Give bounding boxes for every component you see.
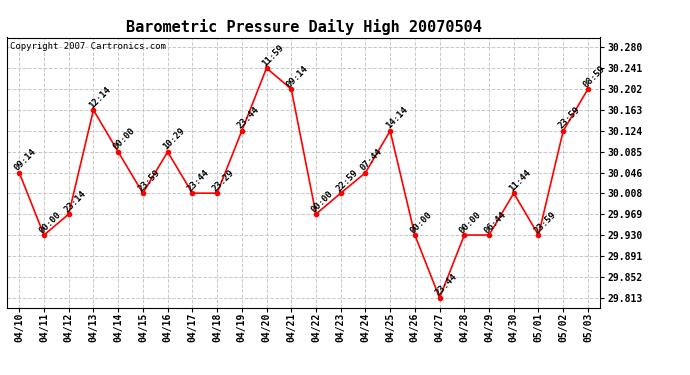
Text: 08:59: 08:59 xyxy=(582,64,607,89)
Text: 00:00: 00:00 xyxy=(38,210,63,235)
Text: 22:59: 22:59 xyxy=(335,168,359,193)
Text: 23:59: 23:59 xyxy=(137,168,162,193)
Text: 14:14: 14:14 xyxy=(384,105,409,131)
Text: 23:29: 23:29 xyxy=(210,168,236,193)
Text: 10:29: 10:29 xyxy=(161,126,186,152)
Text: 23:44: 23:44 xyxy=(433,273,459,298)
Text: 23:59: 23:59 xyxy=(532,210,558,235)
Text: 11:59: 11:59 xyxy=(260,43,286,68)
Text: 11:44: 11:44 xyxy=(507,168,533,193)
Text: 23:44: 23:44 xyxy=(235,105,261,131)
Text: 00:00: 00:00 xyxy=(408,210,434,235)
Text: 23:44: 23:44 xyxy=(186,168,211,193)
Text: 00:00: 00:00 xyxy=(310,189,335,214)
Text: 00:00: 00:00 xyxy=(458,210,483,235)
Text: 06:44: 06:44 xyxy=(483,210,508,235)
Text: 12:14: 12:14 xyxy=(87,85,112,110)
Text: 23:14: 23:14 xyxy=(62,189,88,214)
Text: 09:14: 09:14 xyxy=(13,147,38,173)
Text: 00:00: 00:00 xyxy=(112,126,137,152)
Text: Copyright 2007 Cartronics.com: Copyright 2007 Cartronics.com xyxy=(10,42,166,51)
Title: Barometric Pressure Daily High 20070504: Barometric Pressure Daily High 20070504 xyxy=(126,19,482,35)
Text: 23:59: 23:59 xyxy=(557,105,582,131)
Text: 07:44: 07:44 xyxy=(359,147,384,173)
Text: 09:14: 09:14 xyxy=(285,64,310,89)
